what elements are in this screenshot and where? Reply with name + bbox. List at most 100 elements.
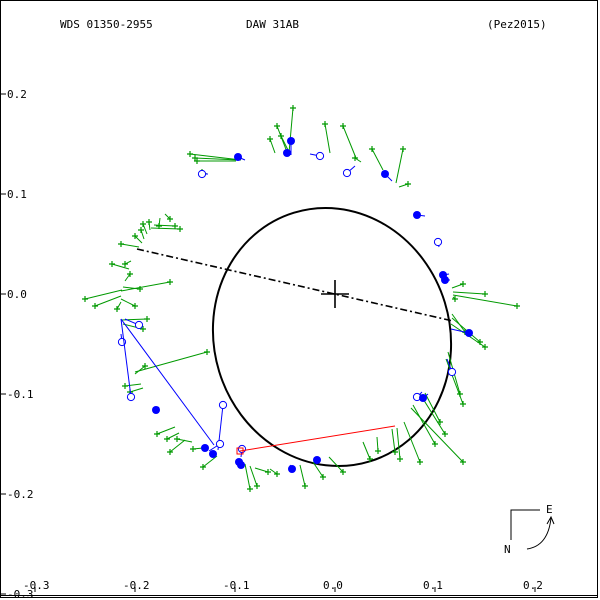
cross-point [451, 281, 466, 289]
cross-point [269, 468, 280, 477]
residual-line [299, 464, 306, 487]
open-point [342, 165, 356, 178]
cross-point [445, 358, 466, 407]
cross-point [340, 123, 357, 159]
open-point [120, 318, 136, 402]
x-tick-label: 0.1 [423, 579, 443, 592]
filled-marker [237, 461, 245, 469]
cross-point [124, 271, 133, 282]
filled-point [283, 149, 291, 157]
cross-marker [397, 456, 403, 462]
cross-marker [432, 441, 438, 447]
residual-line [84, 289, 123, 300]
residual-line [276, 125, 288, 153]
orientation-arrow-head [546, 515, 555, 525]
east-label: E [546, 503, 553, 516]
filled-marker [381, 170, 389, 178]
filled-point [413, 211, 426, 219]
open-marker [126, 392, 136, 402]
cross-marker [400, 146, 406, 152]
primary-star-cross [321, 280, 349, 308]
cross-marker [137, 286, 143, 292]
residual-line [288, 107, 294, 154]
highlight-segments [120, 318, 396, 455]
cross-marker [167, 216, 173, 222]
y-tick-label: -0.3 [7, 588, 34, 600]
cross-marker [200, 464, 206, 470]
cross-point [134, 349, 210, 373]
cross-point [174, 436, 193, 443]
filled-marker [209, 450, 217, 458]
open-point [433, 237, 443, 248]
open-marker [315, 151, 325, 161]
cross-marker [154, 431, 160, 437]
residual-line [396, 427, 401, 460]
cross-point [352, 155, 362, 163]
axis-ticks: -0.3 -0.2 -0.1 0.0 0.1 0.2 0.2 0.1 0.0 -0.1 -0.2 -0… [1, 88, 543, 600]
filled-point [381, 170, 393, 182]
residual-line [150, 227, 181, 230]
residual-line [124, 273, 131, 282]
cross-marker [109, 261, 115, 267]
cross-point [82, 289, 123, 302]
cross-point [118, 241, 140, 248]
cross-marker [369, 146, 375, 152]
filled-marker [313, 456, 321, 464]
cross-point [109, 261, 130, 270]
orientation-indicator: E N [504, 503, 555, 556]
cross-point [391, 428, 398, 455]
cross-marker [167, 279, 173, 285]
cross-marker [322, 121, 328, 127]
cross-point [254, 467, 271, 475]
cross-marker [132, 303, 138, 309]
residual-line [328, 456, 344, 473]
cross-point [403, 421, 423, 465]
cross-marker [82, 296, 88, 302]
cross-marker [482, 291, 488, 297]
header-left: WDS 01350-2955 [60, 18, 153, 31]
cross-marker [514, 303, 520, 309]
residual-line [451, 317, 481, 343]
cross-marker [174, 436, 180, 442]
cross-point [138, 227, 145, 240]
cross-point [146, 219, 152, 231]
cross-marker [114, 306, 120, 312]
cross-marker [352, 155, 358, 161]
residual-line [424, 392, 441, 423]
cross-point [375, 436, 381, 454]
cross-marker [167, 449, 173, 455]
cross-point [156, 217, 162, 229]
cross-point [153, 223, 178, 229]
cross-point [187, 151, 242, 161]
red-marker [236, 447, 244, 455]
cross-marker [142, 363, 148, 369]
residual-line [412, 404, 436, 445]
cross-point [200, 455, 218, 470]
cross-marker [146, 219, 152, 225]
residual-line [312, 461, 324, 478]
residual-line [354, 157, 362, 163]
cross-marker [204, 349, 210, 355]
residual-line [116, 301, 122, 310]
residual-line [244, 463, 251, 490]
filled-marker [419, 394, 427, 402]
cross-point [192, 155, 240, 161]
cross-marker [138, 227, 144, 233]
residual-line [194, 157, 240, 161]
orientation-axes [510, 509, 540, 540]
residual-line [153, 224, 176, 227]
cross-marker [172, 223, 178, 229]
cross-marker [177, 226, 183, 232]
open-point [208, 439, 225, 452]
cross-observations [82, 105, 520, 492]
filled-point [237, 461, 245, 469]
open-marker [215, 439, 225, 449]
cross-point [362, 441, 373, 462]
cross-marker [122, 261, 128, 267]
header-center: DAW 31AB [246, 18, 299, 31]
open-observations [117, 151, 457, 458]
open-point [446, 358, 457, 377]
cross-point [120, 279, 173, 292]
